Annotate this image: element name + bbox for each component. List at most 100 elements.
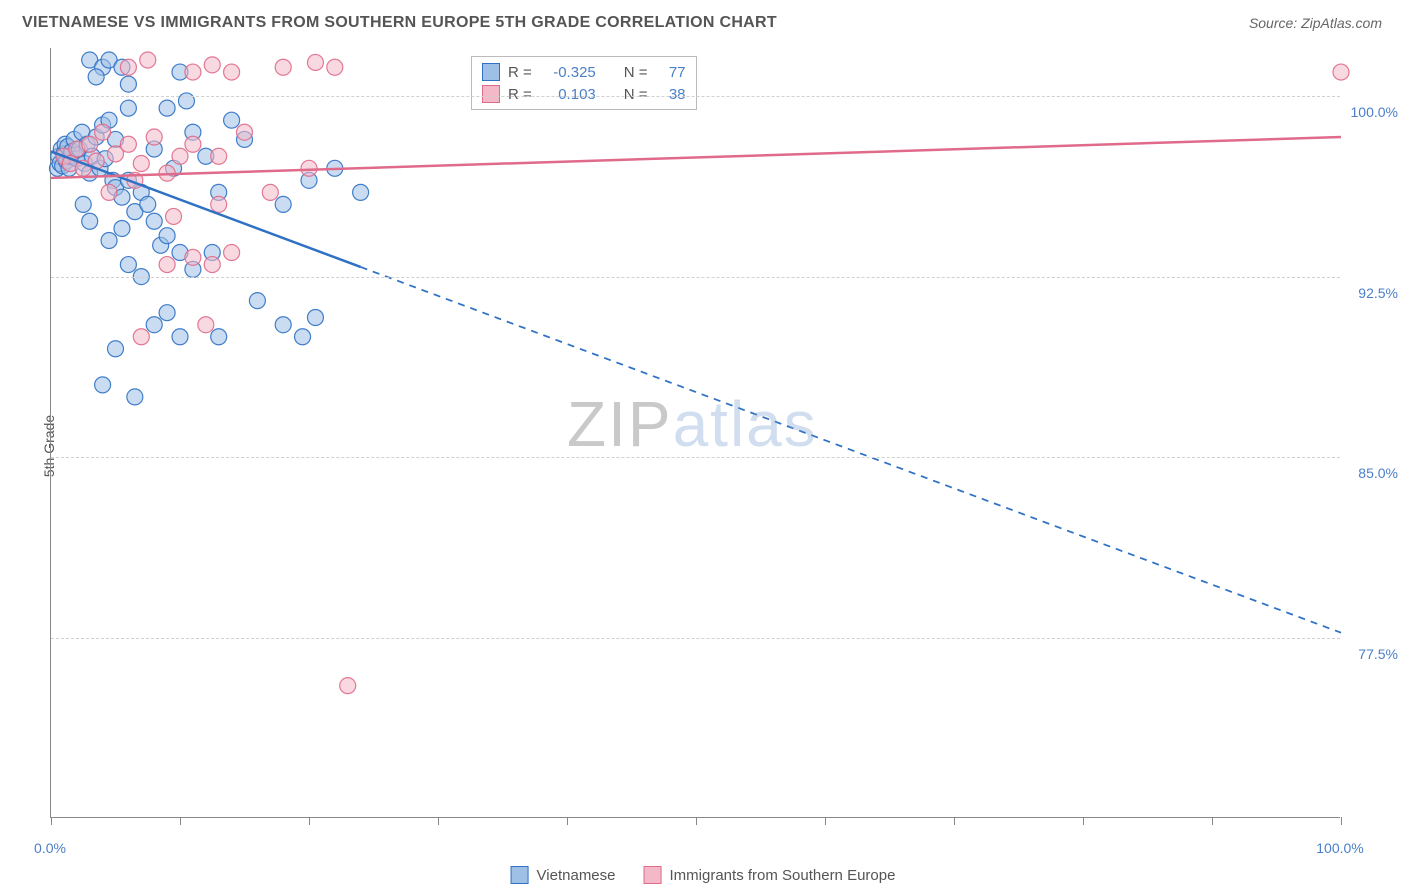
scatter-point bbox=[275, 317, 291, 333]
scatter-point bbox=[82, 136, 98, 152]
legend-label: Immigrants from Southern Europe bbox=[670, 867, 896, 884]
gridline-horizontal bbox=[51, 96, 1340, 97]
scatter-point bbox=[159, 100, 175, 116]
scatter-point bbox=[224, 112, 240, 128]
scatter-point bbox=[101, 184, 117, 200]
legend-label: Vietnamese bbox=[537, 867, 616, 884]
legend-item: Vietnamese bbox=[511, 866, 616, 884]
x-tick bbox=[1083, 817, 1084, 825]
scatter-point bbox=[140, 196, 156, 212]
legend-stats-box: R =-0.325N =77R =0.103N =38 bbox=[471, 56, 697, 110]
r-label: R = bbox=[508, 86, 532, 103]
y-tick-label: 92.5% bbox=[1358, 285, 1398, 301]
trend-line-dashed bbox=[361, 267, 1341, 633]
scatter-point bbox=[166, 208, 182, 224]
x-tick bbox=[51, 817, 52, 825]
scatter-point bbox=[127, 389, 143, 405]
n-value: 77 bbox=[656, 64, 686, 81]
scatter-point bbox=[185, 136, 201, 152]
x-tick bbox=[180, 817, 181, 825]
scatter-point bbox=[108, 341, 124, 357]
scatter-point bbox=[146, 129, 162, 145]
scatter-point bbox=[120, 76, 136, 92]
legend-stats-row: R =0.103N =38 bbox=[482, 83, 686, 105]
legend-stats-row: R = -0.325 N = 77 bbox=[482, 61, 686, 83]
scatter-point bbox=[101, 233, 117, 249]
y-tick-label: 85.0% bbox=[1358, 465, 1398, 481]
scatter-point bbox=[275, 196, 291, 212]
scatter-point bbox=[172, 148, 188, 164]
scatter-point bbox=[120, 257, 136, 273]
x-tick bbox=[309, 817, 310, 825]
gridline-horizontal bbox=[51, 457, 1340, 458]
scatter-point bbox=[204, 57, 220, 73]
scatter-point bbox=[295, 329, 311, 345]
scatter-point bbox=[340, 678, 356, 694]
scatter-point bbox=[146, 213, 162, 229]
scatter-point bbox=[82, 213, 98, 229]
scatter-point bbox=[198, 317, 214, 333]
x-tick bbox=[696, 817, 697, 825]
scatter-point bbox=[237, 124, 253, 140]
scatter-point bbox=[140, 52, 156, 68]
scatter-point bbox=[95, 377, 111, 393]
scatter-point bbox=[224, 245, 240, 261]
scatter-point bbox=[327, 59, 343, 75]
x-tick-label: 100.0% bbox=[1316, 840, 1363, 856]
legend-item: Immigrants from Southern Europe bbox=[644, 866, 896, 884]
scatter-point bbox=[224, 64, 240, 80]
scatter-point bbox=[146, 317, 162, 333]
legend-swatch bbox=[511, 866, 529, 884]
gridline-horizontal bbox=[51, 277, 1340, 278]
scatter-point bbox=[211, 329, 227, 345]
scatter-point bbox=[159, 228, 175, 244]
x-tick bbox=[1212, 817, 1213, 825]
scatter-point bbox=[95, 124, 111, 140]
y-tick-label: 100.0% bbox=[1351, 104, 1398, 120]
scatter-point bbox=[211, 196, 227, 212]
x-tick-label: 0.0% bbox=[34, 840, 66, 856]
x-tick bbox=[954, 817, 955, 825]
chart-header: VIETNAMESE VS IMMIGRANTS FROM SOUTHERN E… bbox=[0, 0, 1406, 42]
r-value: -0.325 bbox=[540, 64, 596, 81]
legend-swatch bbox=[482, 85, 500, 103]
scatter-point bbox=[275, 59, 291, 75]
scatter-point bbox=[307, 54, 323, 70]
x-tick bbox=[567, 817, 568, 825]
y-tick-label: 77.5% bbox=[1358, 646, 1398, 662]
source-label: Source: ZipAtlas.com bbox=[1249, 15, 1382, 31]
scatter-point bbox=[249, 293, 265, 309]
chart-svg bbox=[51, 48, 1340, 817]
plot-area: ZIPatlas R =-0.325N =77R =0.103N =38 77.… bbox=[50, 48, 1340, 818]
scatter-point bbox=[262, 184, 278, 200]
n-label: N = bbox=[624, 64, 648, 81]
n-label: N = bbox=[624, 86, 648, 103]
x-tick bbox=[438, 817, 439, 825]
r-label: R = bbox=[508, 64, 532, 81]
scatter-point bbox=[75, 196, 91, 212]
scatter-point bbox=[211, 148, 227, 164]
chart-title: VIETNAMESE VS IMMIGRANTS FROM SOUTHERN E… bbox=[22, 14, 777, 32]
scatter-point bbox=[133, 156, 149, 172]
scatter-point bbox=[353, 184, 369, 200]
scatter-point bbox=[120, 136, 136, 152]
legend-bottom: Vietnamese Immigrants from Southern Europ… bbox=[511, 866, 896, 884]
scatter-point bbox=[172, 329, 188, 345]
scatter-point bbox=[114, 220, 130, 236]
scatter-point bbox=[120, 100, 136, 116]
scatter-point bbox=[159, 257, 175, 273]
scatter-point bbox=[88, 69, 104, 85]
scatter-point bbox=[133, 329, 149, 345]
scatter-point bbox=[120, 59, 136, 75]
scatter-point bbox=[307, 310, 323, 326]
scatter-point bbox=[185, 249, 201, 265]
gridline-horizontal bbox=[51, 638, 1340, 639]
x-tick bbox=[1341, 817, 1342, 825]
scatter-point bbox=[301, 160, 317, 176]
scatter-point bbox=[185, 64, 201, 80]
scatter-point bbox=[1333, 64, 1349, 80]
legend-swatch bbox=[482, 63, 500, 81]
scatter-point bbox=[159, 305, 175, 321]
legend-swatch bbox=[644, 866, 662, 884]
r-value: 0.103 bbox=[540, 86, 596, 103]
